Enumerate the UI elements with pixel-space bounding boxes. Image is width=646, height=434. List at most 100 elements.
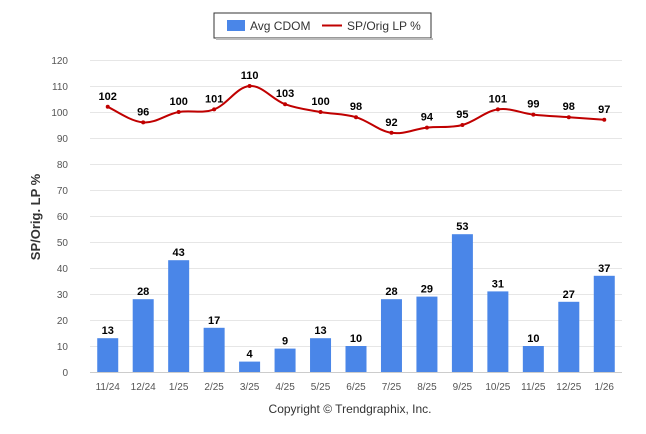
- bar-data-label: 28: [137, 286, 149, 298]
- bar-12-24: [132, 299, 154, 372]
- line-point-8-25: [424, 125, 429, 130]
- y-tick-label: 110: [52, 82, 68, 93]
- bar-1-26: [593, 275, 615, 372]
- x-tick-label: 1/26: [595, 382, 615, 393]
- bar-data-label: 27: [563, 289, 575, 301]
- x-tick-label: 10/25: [485, 382, 510, 393]
- line-point-2-25: [212, 107, 217, 112]
- y-axis-title: SP/Orig. LP %: [28, 173, 43, 260]
- bar-data-label: 4: [247, 349, 254, 361]
- line-point-4-25: [283, 102, 288, 107]
- line-point-3-25: [247, 84, 252, 88]
- bar-data-label: 29: [421, 284, 433, 296]
- line-data-label: 101: [205, 93, 223, 105]
- legend-shadow: [216, 38, 433, 40]
- line-data-label: 98: [563, 101, 575, 113]
- y-tick-label: 30: [57, 290, 69, 301]
- x-tick-label: 11/24: [96, 382, 121, 393]
- line-point-1-26: [602, 117, 607, 122]
- x-tick-label: 11/25: [521, 382, 546, 393]
- bar-12-25: [558, 301, 580, 372]
- line-data-label: 92: [385, 117, 397, 129]
- bar-4-25: [274, 348, 296, 372]
- legend-bar-swatch: [227, 20, 245, 31]
- line-data-label: 101: [489, 93, 507, 105]
- line-point-10-25: [495, 107, 500, 112]
- line-data-label: 97: [598, 104, 610, 116]
- x-tick-label: 8/25: [417, 382, 437, 393]
- bar-data-label: 10: [527, 333, 539, 345]
- line-series-sp-orig-lp: [105, 84, 607, 135]
- bar-8-25: [416, 296, 438, 372]
- line-point-12-24: [141, 120, 146, 125]
- data-labels: 13 28 43 17 4 9 13 10 28 29 53 31 10 27 37 102 96 100 101 1…: [99, 70, 611, 361]
- line-point-1-25: [176, 110, 181, 114]
- y-tick-label: 50: [57, 238, 69, 249]
- bar-9-25: [451, 234, 473, 372]
- x-tick-label: 3/25: [240, 382, 260, 393]
- bar-data-label: 9: [282, 336, 288, 348]
- bar-2-25: [203, 327, 225, 372]
- y-tick-label: 120: [51, 56, 68, 67]
- legend: Avg CDOM SP/Orig LP %: [213, 12, 433, 40]
- legend-label-avg-cdom: Avg CDOM: [250, 19, 310, 33]
- y-tick-label: 10: [57, 342, 69, 353]
- line-point-11-25: [531, 112, 536, 117]
- bar-series-avg-cdom: [97, 234, 615, 372]
- bar-data-label: 10: [350, 333, 362, 345]
- bar-data-label: 17: [208, 315, 220, 327]
- bar-10-25: [487, 291, 509, 372]
- bar-1-25: [168, 260, 190, 372]
- y-axis-ticks: 0 10 20 30 40 50 60 70 80 90 100 110 120: [51, 56, 68, 379]
- y-tick-label: 40: [57, 264, 69, 275]
- x-tick-label: 12/25: [556, 382, 581, 393]
- x-tick-label: 12/24: [131, 382, 156, 393]
- x-tick-label: 2/25: [204, 382, 224, 393]
- y-tick-label: 60: [57, 212, 69, 223]
- copyright-text: Copyright © Trendgraphix, Inc.: [269, 402, 432, 416]
- line-point-12-25: [566, 115, 571, 120]
- bar-11-24: [97, 338, 119, 372]
- line-data-label: 94: [421, 112, 434, 124]
- y-tick-label: 100: [51, 108, 68, 119]
- y-tick-label: 70: [57, 186, 69, 197]
- line-point-5-25: [318, 110, 323, 114]
- line-data-label: 103: [276, 88, 294, 100]
- line-data-label: 96: [137, 106, 149, 118]
- bar-data-label: 37: [598, 263, 610, 275]
- bar-5-25: [310, 338, 332, 372]
- bar-6-25: [345, 346, 367, 372]
- x-tick-label: 9/25: [453, 382, 473, 393]
- x-axis-ticks: 11/24 12/24 1/25 2/25 3/25 4/25 5/25 6/25 7/25 8/…: [96, 382, 615, 393]
- line-data-label: 100: [311, 96, 329, 108]
- bar-data-label: 53: [456, 221, 468, 233]
- line-data-label: 95: [456, 109, 468, 121]
- line-point-9-25: [460, 123, 465, 127]
- legend-label-sp-orig-lp: SP/Orig LP %: [347, 19, 421, 33]
- line-data-label: 99: [527, 99, 539, 111]
- bar-data-label: 28: [385, 286, 397, 298]
- line-data-label: 102: [99, 91, 117, 103]
- bar-data-label: 13: [314, 325, 326, 337]
- x-tick-label: 7/25: [382, 382, 402, 393]
- x-tick-label: 1/25: [169, 382, 189, 393]
- x-tick-label: 4/25: [275, 382, 295, 393]
- line-point-7-25: [389, 130, 394, 135]
- y-tick-label: 80: [57, 160, 69, 171]
- bar-data-label: 13: [102, 325, 114, 337]
- y-tick-label: 20: [57, 316, 69, 327]
- bar-data-label: 31: [492, 278, 504, 290]
- x-tick-label: 6/25: [346, 382, 366, 393]
- bar-11-25: [522, 346, 544, 372]
- bar-data-label: 43: [173, 247, 185, 259]
- line-data-label: 110: [241, 70, 259, 82]
- y-tick-label: 0: [62, 368, 68, 379]
- line-point-11-24: [105, 104, 110, 109]
- bar-7-25: [380, 299, 402, 372]
- x-tick-label: 5/25: [311, 382, 331, 393]
- line-data-label: 100: [169, 96, 187, 108]
- line-data-label: 98: [350, 101, 362, 113]
- bar-3-25: [239, 361, 261, 372]
- line-point-6-25: [354, 115, 358, 120]
